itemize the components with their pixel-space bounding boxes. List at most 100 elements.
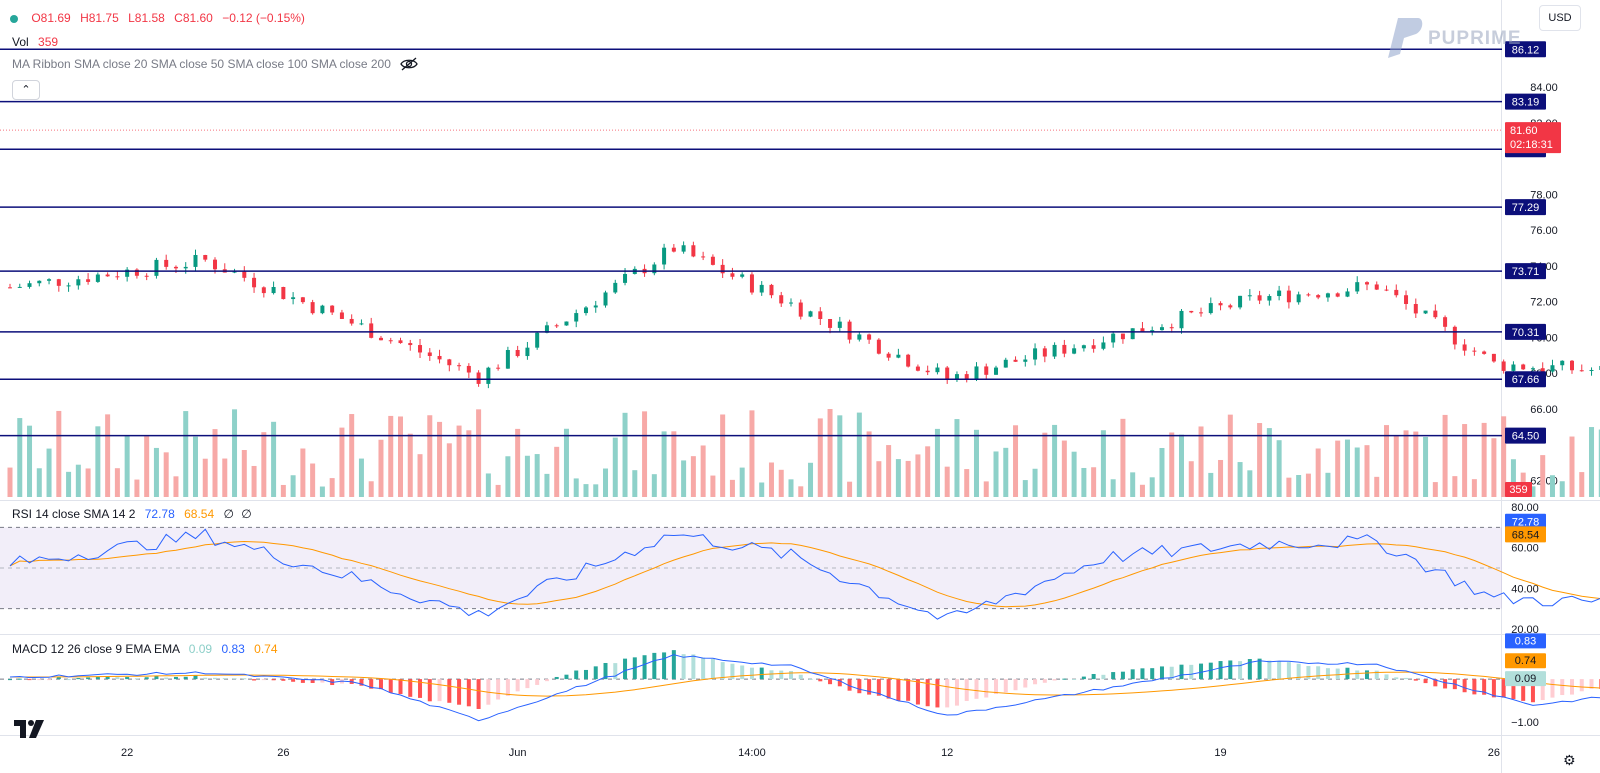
volume-bar: [192, 436, 198, 497]
candle-body: [300, 297, 305, 303]
volume-bar: [1481, 422, 1487, 497]
rsi-sma-line: [9, 540, 1600, 608]
collapse-legend-button[interactable]: ⌃: [12, 80, 40, 100]
candle-body: [808, 311, 813, 317]
volume-bar: [446, 443, 452, 497]
horizontal-level-label: 64.50: [1512, 431, 1540, 443]
candle-body: [1228, 305, 1233, 308]
volume-bar: [1589, 427, 1595, 497]
candle-body: [867, 334, 872, 340]
countdown-label: 02:18:31: [1510, 139, 1553, 151]
macd-histogram-bar: [300, 679, 305, 683]
macd-histogram-bar: [1530, 679, 1535, 703]
candle-body: [281, 286, 286, 300]
candle-body: [47, 279, 52, 281]
macd-histogram-bar: [603, 662, 608, 680]
macd-signal-badge-label: 0.74: [1515, 655, 1536, 667]
candle-body: [1374, 284, 1379, 290]
macd-histogram-bar: [1189, 664, 1194, 680]
macd-histogram-bar: [837, 679, 842, 687]
macd-histogram-bar: [642, 655, 647, 680]
candle-body: [496, 367, 501, 369]
candle-body: [1033, 348, 1038, 360]
volume-bar: [1149, 477, 1155, 497]
volume-bar: [544, 473, 550, 497]
volume-bar: [915, 454, 921, 497]
rsi-title: RSI 14 close SMA 14 2: [12, 507, 136, 521]
candle-body: [730, 273, 735, 277]
eye-off-icon[interactable]: [400, 57, 418, 71]
candle-body: [994, 367, 999, 375]
macd-histogram-bar: [1023, 679, 1028, 688]
candle-body: [1472, 350, 1477, 352]
candle-body: [954, 374, 959, 380]
macd-histogram-bar: [554, 676, 559, 680]
horizontal-level-badge: [1505, 371, 1546, 388]
macd-histogram-bar: [291, 679, 296, 682]
candle-body: [1364, 282, 1369, 285]
macd-histogram-bar: [994, 679, 999, 695]
volume-bar: [1169, 432, 1175, 497]
candle-body: [1521, 364, 1526, 370]
macd-histogram-bar: [1306, 666, 1311, 680]
macd-value-badge: [1505, 633, 1546, 649]
volume-bar: [1257, 423, 1263, 497]
candle-body: [86, 279, 91, 282]
volume-bar: [651, 474, 657, 497]
candle-body: [66, 285, 71, 287]
chevron-up-icon: ⌃: [21, 84, 31, 96]
volume-bar: [1393, 435, 1399, 497]
candle-body: [1511, 364, 1516, 371]
volume-bar: [827, 409, 833, 497]
volume-bar: [1013, 425, 1019, 497]
macd-histogram-bar: [1052, 679, 1057, 681]
candle-body: [544, 325, 549, 333]
candle-body: [710, 256, 715, 265]
tradingview-logo-icon[interactable]: [14, 718, 48, 740]
macd-histogram-bar: [691, 654, 696, 680]
macd-histogram-bar: [1140, 668, 1145, 680]
volume-bar: [642, 411, 648, 497]
macd-line: [9, 654, 1600, 722]
candle-body: [261, 287, 266, 294]
macd-histogram-bar: [398, 679, 403, 695]
volume-bar: [847, 481, 853, 497]
gear-icon[interactable]: ⚙: [1563, 752, 1576, 768]
volume-bar: [1188, 461, 1194, 497]
horizontal-level-label: 77.29: [1512, 202, 1540, 214]
macd-histogram-bar: [203, 677, 208, 680]
macd-histogram-bar: [17, 678, 22, 680]
macd-histogram-bar: [935, 679, 940, 708]
macd-histogram-bar: [1238, 661, 1243, 680]
volume-bar: [710, 475, 716, 497]
ohlc-legend: O81.69 H81.75 L81.58 C81.60 −0.12 (−0.15…: [10, 11, 311, 25]
macd-histogram-bar: [1521, 679, 1526, 701]
volume-bar: [95, 426, 101, 497]
currency-selector[interactable]: USD: [1539, 5, 1581, 31]
macd-histogram-bar: [134, 678, 139, 680]
candle-body: [1540, 368, 1545, 372]
macd-histogram-bar: [1228, 660, 1233, 680]
macd-histogram-bar: [847, 679, 852, 691]
candle-body: [17, 286, 22, 288]
candle-body: [515, 350, 520, 357]
rsi-extra-2: ∅: [241, 507, 252, 521]
rsi-sma-value: 68.54: [184, 507, 215, 521]
volume-bar: [729, 479, 735, 497]
macd-histogram-bar: [779, 670, 784, 680]
candle-body: [1199, 312, 1204, 314]
macd-histogram-bar: [857, 679, 862, 694]
volume-bar: [808, 462, 814, 497]
price-axis-tick: 78.00: [1530, 189, 1558, 201]
volume-bar: [398, 416, 403, 497]
macd-signal-line: [10, 671, 1600, 697]
candle-body: [1560, 360, 1565, 366]
volume-bar: [1344, 439, 1350, 497]
rsi-sma-badge-label: 68.54: [1512, 529, 1540, 541]
volume-bar: [505, 456, 511, 497]
candle-body: [1355, 282, 1360, 292]
candle-body: [476, 372, 481, 384]
candle-body: [1189, 310, 1194, 313]
